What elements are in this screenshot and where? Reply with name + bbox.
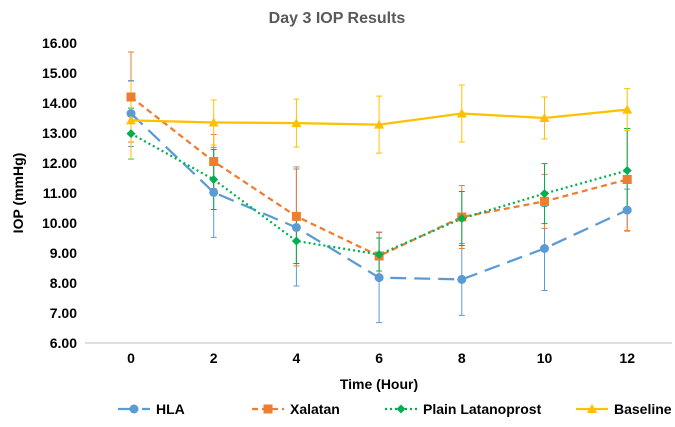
legend-label: Baseline	[614, 401, 672, 417]
hla-data-point	[126, 109, 136, 118]
y-tick-label: 7.00	[50, 305, 77, 321]
hla-data-point	[374, 273, 384, 283]
legend-swatch-marker	[396, 404, 406, 414]
legend-item-plain-latanoprost: Plain Latanoprost	[385, 401, 542, 417]
hla-data-point	[622, 205, 632, 215]
xalatan-data-point	[126, 92, 136, 102]
y-tick-label: 13.00	[42, 125, 77, 141]
x-tick-label: 2	[210, 350, 218, 366]
x-tick-label: 12	[619, 350, 635, 366]
baseline-data-point	[539, 113, 550, 122]
plain-latanoprost-data-point	[540, 189, 549, 199]
hla-data-point	[209, 187, 219, 197]
baseline-data-point	[126, 115, 136, 125]
x-axis-label: Time (Hour)	[340, 376, 418, 392]
baseline-data-point	[622, 104, 633, 114]
legend-item-xalatan: Xalatan	[252, 401, 340, 417]
plain-latanoprost-data-point	[622, 166, 632, 175]
plain-latanoprost-data-point	[374, 250, 384, 259]
plain-latanoprost-data-point	[209, 175, 219, 184]
y-tick-label: 11.00	[43, 185, 77, 201]
hla-data-point	[291, 223, 301, 232]
hla-data-point	[540, 244, 549, 253]
y-tick-label: 12.00	[42, 155, 77, 171]
x-tick-label: 0	[127, 350, 135, 366]
chart-title: Day 3 IOP Results	[269, 10, 406, 27]
hla-data-point	[457, 274, 467, 284]
legend-label: HLA	[156, 401, 185, 417]
y-axis-label: IOP (mmHg)	[10, 153, 26, 234]
y-tick-label: 16.00	[42, 35, 77, 51]
legend-item-hla: HLA	[118, 401, 185, 417]
x-tick-label: 10	[537, 350, 553, 366]
xalatan-data-point	[209, 157, 219, 166]
y-tick-label: 15.00	[42, 65, 77, 81]
legend-label: Plain Latanoprost	[423, 401, 542, 417]
x-tick-label: 6	[375, 350, 383, 366]
x-tick-label: 4	[293, 350, 301, 366]
legend-swatch-marker	[587, 404, 597, 413]
plain-latanoprost-data-point	[126, 129, 136, 139]
y-tick-label: 8.00	[50, 275, 77, 291]
baseline-data-point	[374, 119, 385, 129]
xalatan-data-point	[291, 211, 301, 221]
legend-swatch-marker	[263, 404, 273, 414]
xalatan-data-point	[622, 175, 632, 184]
x-tick-label: 8	[458, 350, 466, 366]
baseline-data-point	[456, 108, 467, 118]
baseline-data-point	[208, 117, 219, 127]
legend-item-baseline: Baseline	[576, 401, 672, 417]
baseline-data-point	[291, 118, 302, 128]
y-tick-label: 14.00	[42, 95, 77, 111]
y-tick-label: 6.00	[50, 335, 77, 351]
y-tick-label: 9.00	[50, 245, 77, 261]
y-tick-label: 10.00	[42, 215, 77, 231]
legend: HLA Xalatan Plain Latanoprost Baseline	[118, 401, 672, 417]
xalatan-data-point	[540, 196, 549, 206]
legend-label: Xalatan	[290, 401, 340, 417]
plain-latanoprost-data-point	[457, 214, 467, 223]
legend-swatch-marker	[129, 404, 139, 414]
plain-latanoprost-data-point	[291, 236, 301, 246]
